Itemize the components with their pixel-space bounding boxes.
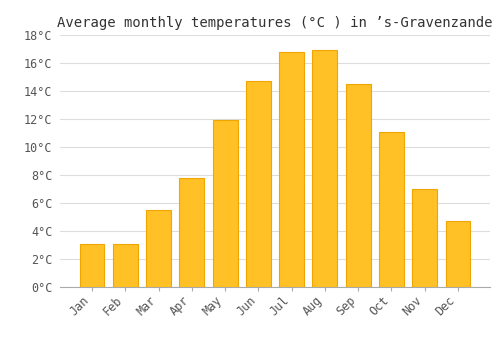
Bar	[180, 178, 204, 287]
Bar	[80, 244, 104, 287]
Bar	[346, 84, 370, 287]
Bar	[212, 120, 238, 287]
Bar	[246, 81, 271, 287]
Bar	[412, 189, 437, 287]
Bar	[146, 210, 171, 287]
Bar	[279, 52, 304, 287]
Bar	[446, 221, 470, 287]
Bar	[113, 244, 138, 287]
Bar	[312, 50, 338, 287]
Title: Average monthly temperatures (°C ) in ’s-Gravenzande: Average monthly temperatures (°C ) in ’s…	[57, 16, 493, 30]
Bar	[379, 132, 404, 287]
